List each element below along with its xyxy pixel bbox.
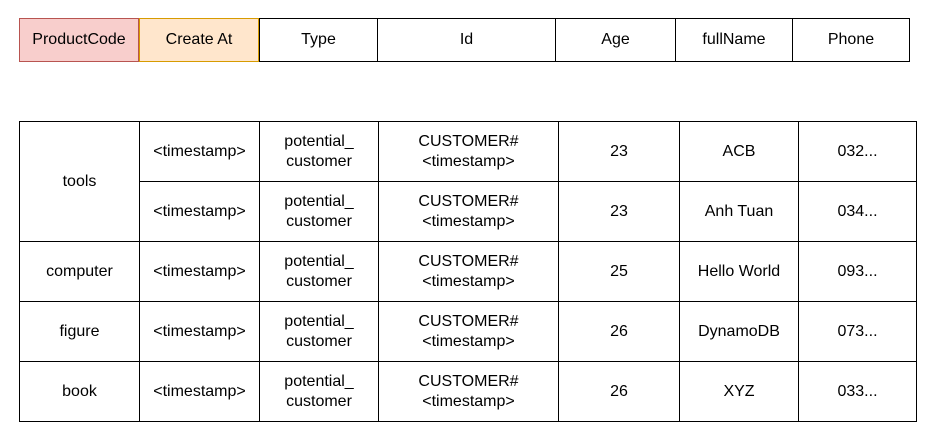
cell-full-name: Hello World [679, 241, 799, 302]
cell-type: potential_ customer [259, 181, 379, 242]
header-cell-full-name: fullName [674, 18, 794, 62]
cell-age: 23 [558, 181, 680, 242]
cell-phone: 033... [798, 361, 917, 422]
table-row: figure <timestamp> potential_ customer C… [19, 301, 917, 362]
cell-age: 26 [558, 361, 680, 422]
cell-phone: 093... [798, 241, 917, 302]
cell-product-code: computer [19, 241, 140, 302]
header-cell-id: Id [376, 18, 557, 62]
cell-age: 26 [558, 301, 680, 362]
cell-id: CUSTOMER# <timestamp> [378, 301, 559, 362]
cell-create-at: <timestamp> [139, 301, 260, 362]
cell-id: CUSTOMER# <timestamp> [378, 121, 559, 182]
cell-create-at: <timestamp> [139, 241, 260, 302]
cell-age: 25 [558, 241, 680, 302]
cell-full-name: DynamoDB [679, 301, 799, 362]
cell-id: CUSTOMER# <timestamp> [378, 241, 559, 302]
cell-type: potential_ customer [259, 241, 379, 302]
cell-type: potential_ customer [259, 301, 379, 362]
header-cell-product-code: ProductCode [19, 18, 139, 62]
cell-product-code: figure [19, 301, 140, 362]
header-cell-type: Type [259, 18, 378, 62]
cell-create-at: <timestamp> [139, 361, 260, 422]
cell-full-name: Anh Tuan [679, 181, 799, 242]
header-cell-phone: Phone [792, 18, 910, 62]
table-row: book <timestamp> potential_ customer CUS… [19, 361, 917, 422]
table-row: tools <timestamp> potential_ customer CU… [19, 121, 917, 242]
header-cell-create-at: Create At [139, 18, 259, 62]
cell-full-name: ACB [679, 121, 799, 182]
data-table: tools <timestamp> potential_ customer CU… [19, 121, 917, 422]
cell-product-code: book [19, 361, 140, 422]
cell-age: 23 [558, 121, 680, 182]
column-header-row: ProductCode Create At Type Id Age fullNa… [19, 18, 910, 62]
cell-type: potential_ customer [259, 361, 379, 422]
table-row: <timestamp> potential_ customer CUSTOMER… [20, 181, 917, 242]
cell-full-name: XYZ [679, 361, 799, 422]
cell-id: CUSTOMER# <timestamp> [378, 361, 559, 422]
cell-product-code: tools [19, 121, 140, 242]
header-cell-age: Age [555, 18, 676, 62]
cell-phone: 034... [798, 181, 917, 242]
cell-phone: 032... [798, 121, 917, 182]
cell-create-at: <timestamp> [139, 121, 260, 182]
table-row: computer <timestamp> potential_ customer… [19, 241, 917, 302]
cell-create-at: <timestamp> [139, 181, 260, 242]
cell-type: potential_ customer [259, 121, 379, 182]
cell-phone: 073... [798, 301, 917, 362]
cell-id: CUSTOMER# <timestamp> [378, 181, 559, 242]
